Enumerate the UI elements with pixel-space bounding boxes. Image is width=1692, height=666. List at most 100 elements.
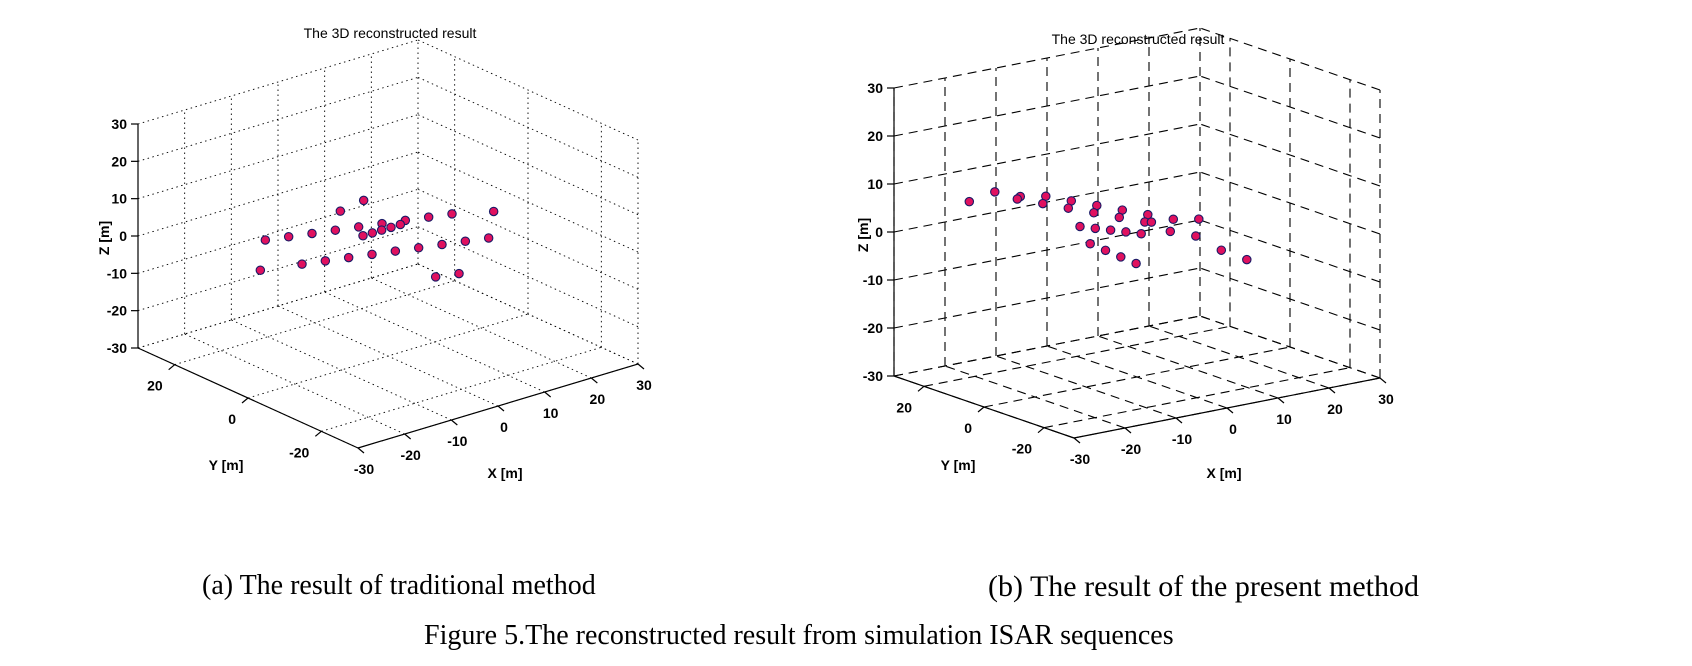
chart-b-ticks: -30 -20 -10 0 10 20 30 -30 -20 -10 0 10 20 30 -20 0 20 — [863, 80, 1394, 467]
chart-a-data-point — [343, 252, 354, 263]
chart-a-data-point — [437, 239, 447, 250]
chart-a-data-point — [358, 195, 369, 206]
chart-a-back-wall-gridline — [137, 263, 419, 349]
chart-a-y-tick-label: 20 — [147, 378, 163, 394]
chart-b-x-axis-label: X [m] — [1207, 465, 1242, 481]
chart-a-x-tick — [404, 433, 412, 440]
chart-b-x-tick-label: -30 — [1070, 451, 1090, 467]
chart-b-floor-gridline — [1043, 367, 1351, 429]
chart-a-x-tick-label: 30 — [636, 377, 652, 393]
chart-b-data-point — [1168, 214, 1179, 225]
chart-b-data-point — [964, 196, 975, 207]
chart-a-floor-gridline — [184, 333, 405, 435]
chart-b-x-tick — [1379, 377, 1387, 384]
chart-b-data-point — [1194, 214, 1204, 224]
chart-a-side-wall-gridline — [417, 263, 639, 365]
chart-a-side-wall-gridline — [417, 188, 639, 290]
chart-b-y-tick — [917, 385, 925, 392]
chart-b-data-point — [1038, 198, 1048, 209]
chart-b-floor-gridline — [995, 355, 1177, 419]
chart-b-x-tick-label: -10 — [1172, 431, 1192, 447]
chart-b-back-wall-gridline — [893, 75, 1201, 137]
chart-a-floor-gridline — [174, 280, 455, 366]
chart-a-z-tick-label: -10 — [107, 265, 127, 281]
panel-b-caption: (b) The result of the present method — [988, 570, 1419, 603]
chart-b-z-tick-label: 20 — [867, 128, 883, 144]
chart-a-y-tick — [241, 397, 249, 404]
chart-a-back-wall-gridline — [137, 39, 419, 125]
chart-b-side-wall-gridline — [1199, 219, 1381, 283]
chart-a-x-tick-label: 10 — [543, 405, 559, 421]
chart-b-side-wall-gridline — [1199, 27, 1381, 91]
chart-b-data-point — [1100, 245, 1111, 256]
chart-a-points — [255, 195, 499, 282]
chart-b-points — [964, 187, 1252, 269]
chart-b-z-tick-label: -30 — [863, 368, 883, 384]
chart-a-back-wall-gridline — [137, 151, 419, 237]
chart-b-x-tick-label: 20 — [1327, 401, 1343, 417]
chart-b-data-point — [1063, 203, 1074, 213]
chart-a-back-wall-gridline — [137, 76, 419, 162]
chart-a-data-point — [413, 243, 424, 253]
chart-b-side-wall-gridline — [1199, 267, 1381, 331]
scatter3d-chart-b: -30 -20 -10 0 10 20 30 -30 -20 -10 0 10 20 30 -20 0 20 X … — [855, 27, 1394, 481]
chart-b-x-tick-label: 30 — [1378, 391, 1394, 407]
chart-a-z-tick-label: 0 — [119, 228, 127, 244]
chart-b-data-point — [1089, 208, 1099, 218]
chart-b-z-tick-label: 0 — [875, 224, 883, 240]
chart-a-z-tick-label: 20 — [111, 153, 127, 169]
chart-a-z-tick-label: -30 — [107, 340, 127, 356]
chart-panel-a: -30 -20 -10 0 10 20 30 -30 -20 -10 0 10 20 30 -20 0 20 X … — [0, 0, 846, 560]
chart-b-z-tick-label: -20 — [863, 320, 883, 336]
chart-b-data-point — [1116, 252, 1126, 262]
chart-b-x-tick — [1226, 407, 1234, 414]
chart-a-data-point — [386, 222, 396, 233]
chart-b-x-tick — [1328, 387, 1336, 394]
chart-b-data-point — [1075, 221, 1085, 232]
chart-a-data-point — [330, 225, 341, 235]
chart-b-y-tick-label: -20 — [1012, 441, 1032, 457]
chart-a-x-tick-label: -10 — [447, 433, 467, 449]
chart-a-data-point — [430, 272, 441, 282]
chart-b-x-tick-label: -20 — [1121, 441, 1141, 457]
chart-a-ticks: -30 -20 -10 0 10 20 30 -30 -20 -10 0 10 20 30 -20 0 20 — [107, 116, 652, 477]
chart-b-data-point — [990, 187, 1000, 197]
chart-b-side-wall-gridline — [1199, 123, 1381, 187]
chart-b-back-wall-gridline — [893, 27, 1201, 89]
chart-a-data-point — [297, 259, 307, 269]
chart-a-side-wall-gridline — [417, 39, 639, 141]
chart-b-side-wall-gridline — [1199, 75, 1381, 139]
chart-a-z-axis-label: Z [m] — [96, 221, 112, 255]
chart-b-data-point — [1090, 223, 1101, 234]
scatter3d-chart-a: -30 -20 -10 0 10 20 30 -30 -20 -10 0 10 20 30 -20 0 20 X … — [96, 25, 652, 481]
chart-a-axes — [137, 124, 639, 449]
chart-a-data-point — [255, 265, 266, 276]
chart-a-x-tick — [357, 447, 365, 454]
chart-a-z-tick-label: -20 — [107, 303, 127, 319]
chart-b-back-wall-gridline — [893, 219, 1201, 281]
chart-b-y-axis-label: Y [m] — [941, 457, 976, 473]
chart-a-side-wall-gridline — [417, 76, 639, 178]
chart-a-floor-gridline — [371, 277, 592, 379]
chart-a-side-wall-gridline — [417, 151, 639, 253]
chart-b-floor-gridline — [983, 346, 1291, 408]
chart-a-x-tick — [450, 419, 458, 426]
chart-a-data-point — [454, 268, 464, 279]
chart-b-z-axis-label: Z [m] — [855, 218, 871, 252]
chart-a-x-tick — [544, 391, 552, 398]
chart-a-data-point — [353, 222, 364, 232]
chart-a-data-point — [488, 206, 499, 217]
chart-b-z-tick-label: 30 — [867, 80, 883, 96]
chart-b-x-tick — [1073, 437, 1081, 444]
chart-b-y-tick — [1037, 427, 1045, 434]
chart-a-x-tick-label: 20 — [590, 391, 606, 407]
chart-b-side-wall-gridline — [1199, 171, 1381, 235]
chart-a-data-point — [367, 249, 377, 260]
chart-a-z-tick-label: 10 — [111, 191, 127, 207]
chart-a-floor-gridline — [324, 291, 545, 393]
chart-b-data-point — [1146, 217, 1157, 227]
chart-a-data-point — [447, 209, 457, 219]
chart-b-data-point — [1131, 258, 1141, 269]
chart-a-title: The 3D reconstructed result — [304, 25, 477, 41]
chart-a-back-wall-gridline — [137, 188, 419, 274]
